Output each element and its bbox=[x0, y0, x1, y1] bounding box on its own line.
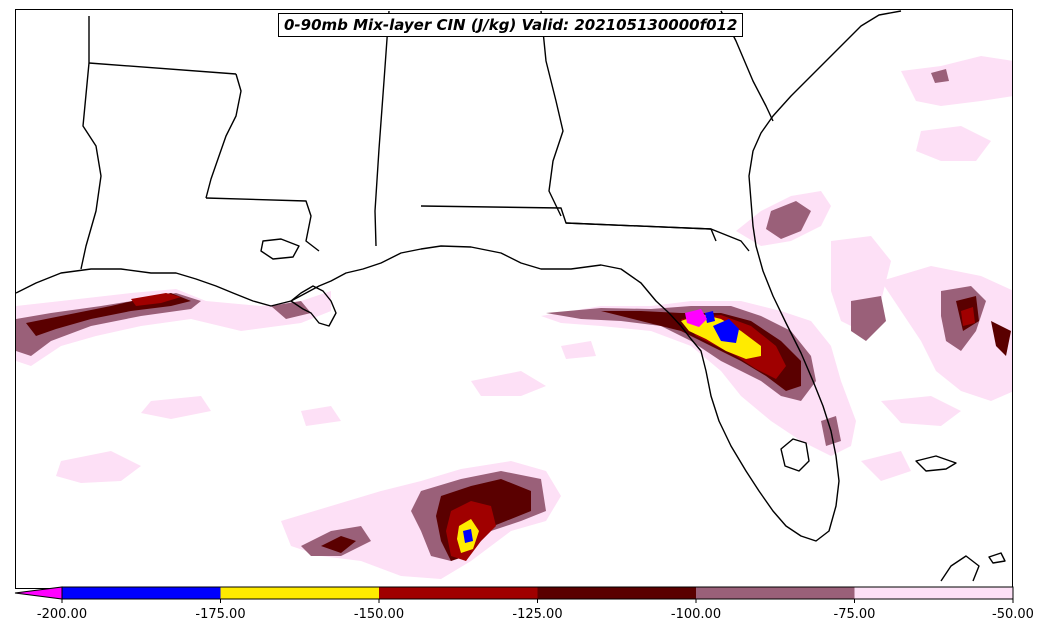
bahamas-island-2 bbox=[940, 555, 980, 582]
border-la-river bbox=[205, 73, 242, 199]
colorbar-tick-label: -150.00 bbox=[353, 607, 405, 622]
colorbar-tick-label: -175.00 bbox=[195, 607, 246, 622]
border-tx-la bbox=[80, 16, 102, 270]
border-ar-la bbox=[88, 62, 237, 75]
colorbar-bin-5 bbox=[854, 587, 1013, 599]
bahamas-island-1 bbox=[915, 455, 957, 472]
colorbar-bin-1 bbox=[220, 587, 379, 599]
border-la-ms bbox=[205, 197, 320, 252]
map-title: 0-90mb Mix-layer CIN (J/kg) Valid: 20210… bbox=[278, 13, 744, 37]
gulf-coastline bbox=[16, 10, 902, 542]
colorbar-tick-label: -125.00 bbox=[512, 607, 563, 622]
colorbar-ticks bbox=[61, 599, 1014, 603]
lake-okeechobee bbox=[780, 438, 810, 472]
colorbar-extend-triangle bbox=[14, 586, 63, 600]
cin-map bbox=[16, 10, 1012, 582]
map-panel bbox=[15, 9, 1013, 589]
colorbar-bin-0 bbox=[62, 587, 221, 599]
colorbar-tick-label: -100.00 bbox=[670, 607, 722, 622]
cin-blue-regions bbox=[463, 311, 739, 543]
colorbar-bin-4 bbox=[696, 587, 855, 599]
colorbar-bin-3 bbox=[537, 587, 696, 599]
colorbar-bin-2 bbox=[379, 587, 538, 599]
border-ga-fl bbox=[565, 222, 750, 252]
colorbar-tick-label: -50.00 bbox=[992, 607, 1034, 622]
colorbar-tick-label: -75.00 bbox=[833, 607, 876, 622]
lake-pontchartrain bbox=[260, 238, 300, 260]
colorbar-tick-label: -200.00 bbox=[36, 607, 88, 622]
mississippi-delta bbox=[290, 285, 337, 327]
border-al-ga bbox=[540, 10, 564, 217]
cin-magenta-regions bbox=[685, 309, 707, 327]
bahamas-island-3 bbox=[988, 552, 1006, 564]
border-ms-al bbox=[374, 10, 390, 247]
colorbar-bins bbox=[62, 587, 1013, 599]
